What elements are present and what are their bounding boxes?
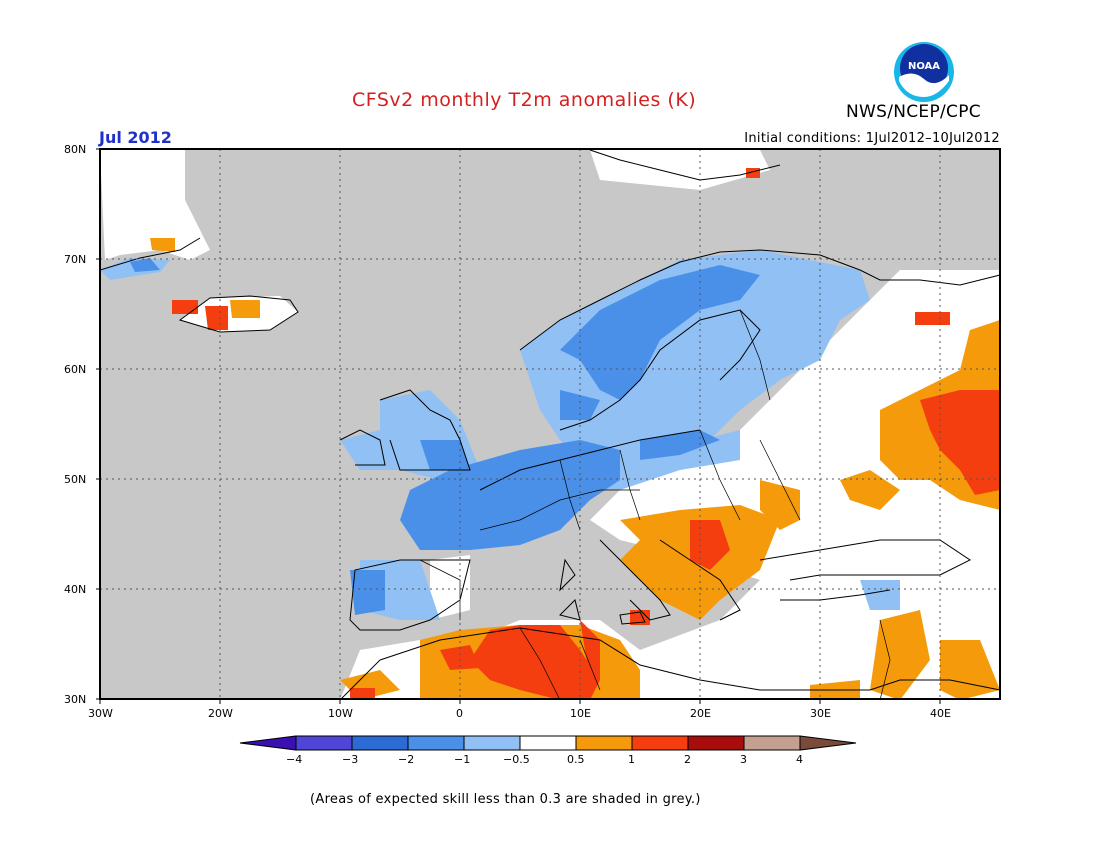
valid-month: Jul 2012 xyxy=(99,128,172,147)
lon-label: 20W xyxy=(208,707,233,720)
colorbar-label: −0.5 xyxy=(503,753,530,766)
colorbar-swatch xyxy=(631,735,689,751)
grid-lines xyxy=(100,149,1000,699)
colorbar-arrow-high xyxy=(799,735,857,751)
colorbar-swatch xyxy=(687,735,745,751)
colorbar-swatch xyxy=(463,735,521,751)
anomaly-orange xyxy=(150,238,1000,700)
colorbar-label: 2 xyxy=(684,753,691,766)
axis-ticks xyxy=(96,148,941,704)
skill-grey-background xyxy=(100,149,1000,699)
lat-label: 40N xyxy=(64,583,87,596)
colorbar-label: −1 xyxy=(454,753,471,766)
anomaly-light-blue xyxy=(100,250,900,620)
lon-label: 40E xyxy=(930,707,951,720)
colorbar-swatch xyxy=(407,735,465,751)
colorbar-label: 1 xyxy=(628,753,635,766)
near-normal-areas xyxy=(100,150,1000,700)
map-title: CFSv2 monthly T2m anomalies (K) xyxy=(352,89,697,111)
anomaly-medium-blue xyxy=(130,258,760,615)
lat-label: 50N xyxy=(64,473,87,486)
country-borders xyxy=(419,309,891,701)
coastlines xyxy=(99,149,1001,701)
colorbar-swatch xyxy=(351,735,409,751)
colorbar-label: −4 xyxy=(286,753,303,766)
colorbar-label: 0.5 xyxy=(567,753,585,766)
colorbar-label: −2 xyxy=(398,753,415,766)
colorbar-swatch xyxy=(743,735,801,751)
lat-label: 80N xyxy=(64,143,87,156)
skill-note: (Areas of expected skill less than 0.3 a… xyxy=(310,792,701,807)
noaa-logo-icon: NOAA xyxy=(894,42,954,102)
logo-text: NOAA xyxy=(908,61,940,72)
colorbar-label: 3 xyxy=(740,753,747,766)
lon-label: 10E xyxy=(570,707,591,720)
anomaly-red xyxy=(172,168,1000,700)
agency-label: NWS/NCEP/CPC xyxy=(846,102,981,122)
initial-conditions: Initial conditions: 1Jul2012–10Jul2012 xyxy=(744,131,1000,146)
lat-label: 70N xyxy=(64,253,87,266)
colorbar xyxy=(239,735,857,751)
lon-label: 0 xyxy=(456,707,463,720)
lon-label: 30W xyxy=(88,707,113,720)
colorbar-swatch xyxy=(519,735,577,751)
lon-label: 10W xyxy=(328,707,353,720)
colorbar-label: −3 xyxy=(342,753,359,766)
lat-label: 30N xyxy=(64,693,87,706)
lon-label: 20E xyxy=(690,707,711,720)
lon-label: 30E xyxy=(810,707,831,720)
colorbar-swatch xyxy=(295,735,353,751)
colorbar-swatch xyxy=(575,735,633,751)
colorbar-arrow-low xyxy=(239,735,297,751)
colorbar-label: 4 xyxy=(796,753,803,766)
lat-label: 60N xyxy=(64,363,87,376)
map-frame xyxy=(99,148,1001,700)
